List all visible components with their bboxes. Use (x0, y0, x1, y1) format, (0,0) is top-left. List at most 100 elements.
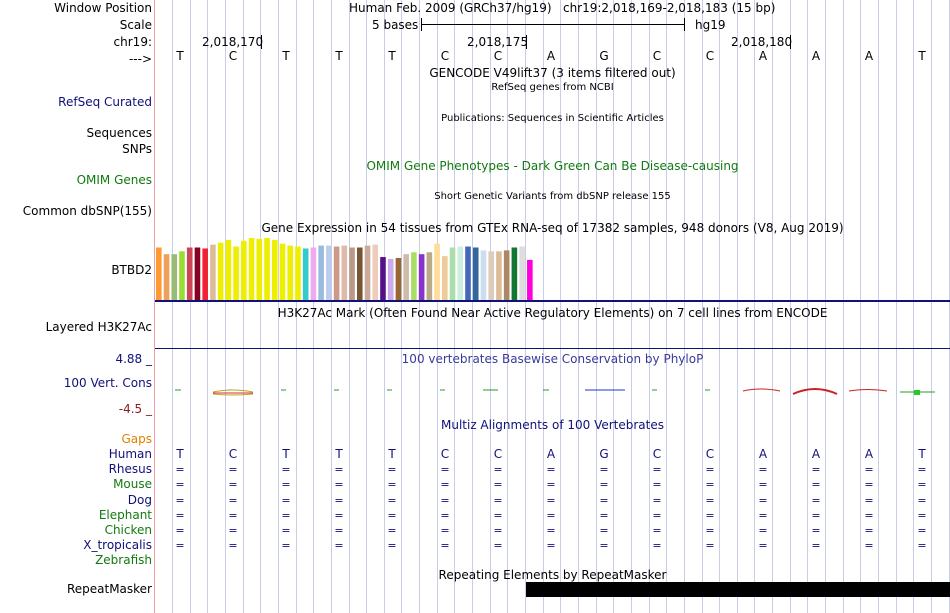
gtex-tissue-bar[interactable] (271, 239, 278, 300)
phylop-wiggle-plot[interactable] (155, 378, 950, 402)
species-label-dog[interactable]: Dog (127, 492, 152, 507)
gtex-tissue-bar[interactable] (287, 245, 294, 300)
gtex-tissue-bar[interactable] (194, 247, 201, 301)
gtex-tissue-bar[interactable] (488, 251, 494, 300)
coord-tick-3 (790, 35, 791, 49)
gtex-tissue-bar[interactable] (171, 254, 178, 300)
gtex-tissue-bar[interactable] (364, 245, 371, 300)
phylop-mark (848, 389, 888, 392)
reference-base: C (652, 49, 662, 63)
gtex-tissue-bar[interactable] (411, 252, 417, 300)
gtex-tissue-bar[interactable] (457, 246, 464, 300)
gtex-tissue-bar[interactable] (217, 242, 224, 300)
gtex-tissue-bar[interactable] (418, 254, 425, 300)
snps-label[interactable]: SNPs (122, 142, 152, 156)
aligned-match: = (440, 478, 450, 492)
species-label-zebrafish[interactable]: Zebrafish (95, 553, 152, 568)
gtex-tissue-bar[interactable] (163, 254, 170, 300)
gtex-tissue-bar[interactable] (302, 248, 309, 300)
gtex-tissue-bar[interactable] (202, 248, 208, 300)
aligned-match: = (758, 493, 768, 507)
h3k27ac-track-title[interactable]: H3K27Ac Mark (Often Found Near Active Re… (277, 306, 828, 320)
gtex-tissue-bar[interactable] (256, 238, 263, 300)
refseq-curated-label[interactable]: RefSeq Curated (58, 95, 152, 109)
gtex-tissue-bar[interactable] (442, 256, 448, 300)
gtex-tissue-bar[interactable] (156, 247, 162, 301)
btbd2-label[interactable]: BTBD2 (111, 263, 152, 277)
gtex-tissue-bar[interactable] (395, 258, 402, 300)
gtex-tissue-bar[interactable] (449, 247, 456, 301)
gtex-tissue-bar[interactable] (372, 244, 379, 300)
species-label-mouse[interactable]: Mouse (113, 477, 152, 492)
gtex-track-title[interactable]: Gene Expression in 54 tissues from GTEx … (261, 221, 844, 235)
species-label-chicken[interactable]: Chicken (104, 523, 152, 537)
multiz-track-title[interactable]: Multiz Alignments of 100 Vertebrates (440, 418, 665, 432)
sequences-label[interactable]: Sequences (86, 126, 152, 140)
gtex-tissue-bar[interactable] (527, 259, 533, 300)
gtex-tissue-bar[interactable] (186, 247, 193, 301)
gtex-tissue-bar[interactable] (318, 245, 324, 300)
repeatmasker-track-title[interactable]: Repeating Elements by RepeatMasker (438, 568, 667, 582)
gencode-track-title[interactable]: GENCODE V49lift37 (3 items filtered out) (429, 66, 676, 80)
cons-min-label: -4.5 _ (118, 402, 152, 416)
aligned-match: = (493, 493, 503, 507)
window-position-label[interactable]: Window Position (54, 1, 152, 15)
human-base: A (758, 447, 768, 461)
refseq-track-title[interactable]: RefSeq genes from NCBI (491, 82, 614, 93)
gtex-baseline (155, 300, 950, 302)
phylop-track-title[interactable]: 100 vertebrates Basewise Conservation by… (401, 352, 704, 366)
gtex-tissue-bar[interactable] (387, 258, 394, 300)
gtex-tissue-bar[interactable] (511, 247, 518, 301)
chrom-label[interactable]: chr19: (113, 35, 152, 49)
gtex-tissue-bar[interactable] (503, 250, 510, 300)
gtex-tissue-bar[interactable] (248, 237, 255, 300)
reference-base: C (705, 49, 715, 63)
species-label-x_tropicalis[interactable]: X_tropicalis (83, 538, 152, 553)
gtex-tissue-bar[interactable] (341, 245, 348, 300)
strand-arrow-label[interactable]: ---> (128, 52, 152, 66)
gtex-tissue-bar[interactable] (179, 251, 185, 300)
aligned-match: = (864, 524, 874, 537)
scale-label[interactable]: Scale (119, 18, 152, 32)
gtex-bar-chart[interactable] (155, 237, 545, 301)
gtex-tissue-bar[interactable] (426, 252, 433, 300)
repeatmasker-label[interactable]: RepeatMasker (66, 582, 152, 596)
gtex-tissue-bar[interactable] (333, 246, 340, 300)
gtex-tissue-bar[interactable] (241, 240, 247, 300)
species-label-human[interactable]: Human (108, 447, 152, 461)
species-label-rhesus[interactable]: Rhesus (108, 462, 152, 477)
gtex-tissue-bar[interactable] (519, 246, 525, 300)
aligned-match: = (493, 524, 503, 537)
publications-track-title[interactable]: Publications: Sequences in Scientific Ar… (441, 113, 664, 124)
human-base: C (440, 447, 450, 461)
species-label-elephant[interactable]: Elephant (98, 507, 152, 522)
phylop-mark (914, 390, 920, 395)
guide-line (736, 0, 738, 613)
gtex-tissue-bar[interactable] (326, 245, 332, 300)
aligned-match: = (493, 463, 503, 477)
gtex-tissue-bar[interactable] (465, 246, 471, 300)
common-dbsnp-label[interactable]: Common dbSNP(155) (22, 204, 152, 218)
gtex-tissue-bar[interactable] (480, 250, 487, 300)
gtex-tissue-bar[interactable] (356, 247, 363, 301)
omim-track-title[interactable]: OMIM Gene Phenotypes - Dark Green Can Be… (366, 159, 739, 173)
gaps-label[interactable]: Gaps (121, 432, 152, 446)
dbsnp-track-title[interactable]: Short Genetic Variants from dbSNP releas… (434, 191, 671, 202)
gtex-tissue-bar[interactable] (264, 237, 270, 300)
repeat-element-bar[interactable] (526, 582, 950, 597)
vert-cons-label[interactable]: 100 Vert. Cons (63, 376, 152, 390)
gtex-tissue-bar[interactable] (380, 257, 386, 300)
gtex-tissue-bar[interactable] (310, 247, 317, 301)
omim-genes-label[interactable]: OMIM Genes (76, 173, 152, 187)
gtex-tissue-bar[interactable] (295, 246, 301, 300)
gtex-tissue-bar[interactable] (434, 243, 440, 300)
gtex-tissue-bar[interactable] (403, 254, 409, 300)
layered-h3k27ac-label[interactable]: Layered H3K27Ac (45, 320, 152, 334)
gtex-tissue-bar[interactable] (349, 247, 355, 301)
gtex-tissue-bar[interactable] (496, 251, 502, 300)
gtex-tissue-bar[interactable] (233, 246, 239, 300)
gtex-tissue-bar[interactable] (279, 243, 286, 300)
gtex-tissue-bar[interactable] (210, 244, 216, 300)
gtex-tissue-bar[interactable] (225, 239, 232, 300)
gtex-tissue-bar[interactable] (472, 247, 479, 301)
